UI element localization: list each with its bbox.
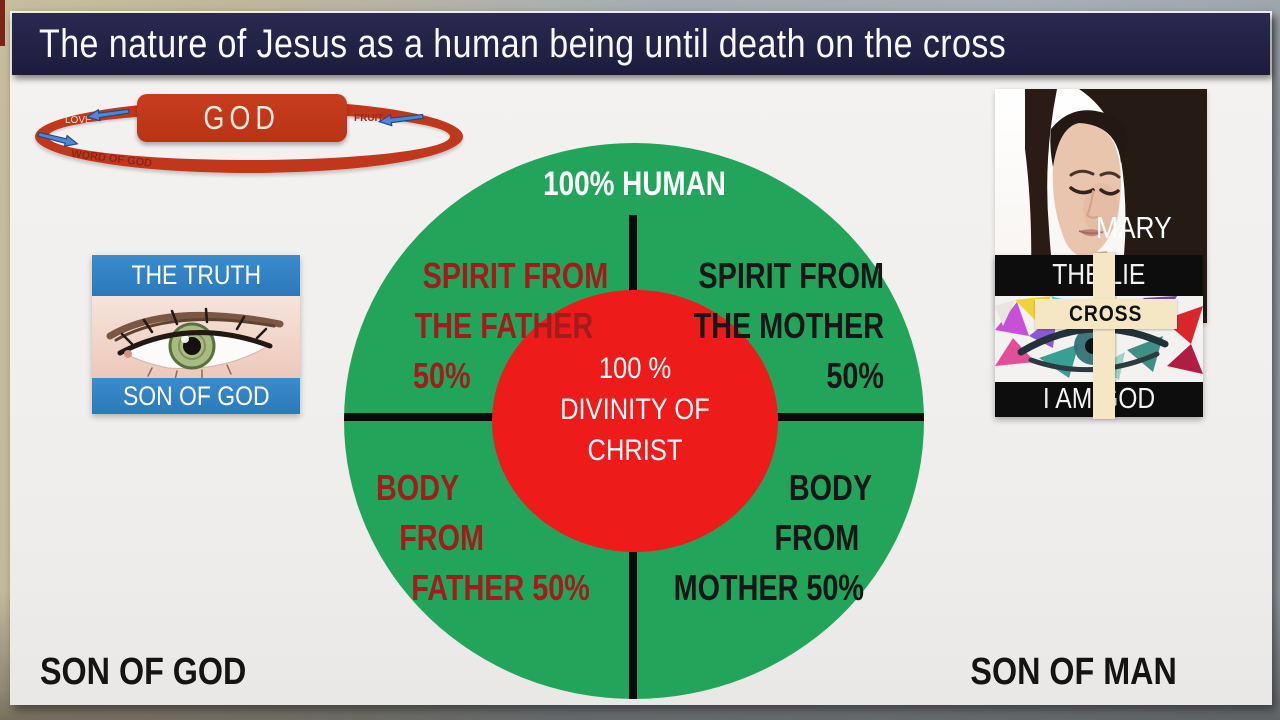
- title-bar: The nature of Jesus as a human being unt…: [12, 13, 1270, 75]
- cross-label: CROSS: [1069, 301, 1143, 326]
- love-arrow-icon: [85, 108, 130, 122]
- divider-vertical-bottom: [629, 552, 637, 699]
- mary-label: MARY: [1096, 210, 1172, 245]
- quadrant-body-father: BODY FROM FATHER 50%: [376, 467, 590, 608]
- quadrant-body-mother: BODY FROM MOTHER 50%: [673, 467, 872, 608]
- truth-footer-label: SON OF GOD: [122, 380, 270, 411]
- quadrant-spirit-father: SPIRIT FROM THE FATHER 50%: [413, 255, 609, 396]
- presentation-slide: The nature of Jesus as a human being unt…: [10, 11, 1272, 705]
- cross-horizontal-bar: CROSS: [1035, 299, 1177, 329]
- divider-horizontal-right: [776, 413, 924, 421]
- love-label: LOVE: [65, 115, 92, 126]
- divider-horizontal-left: [344, 413, 494, 421]
- truth-card: THE TRUTH: [92, 255, 300, 414]
- god-label: GOD: [203, 99, 281, 136]
- truth-header-band: THE TRUTH: [92, 255, 300, 296]
- background-artifact: [0, 0, 5, 46]
- human-nature-circle: 100% HUMAN 100 % DIVINITY OF CHRIST: [344, 143, 924, 699]
- son-of-god-label: SON OF GOD: [40, 651, 247, 693]
- fruit-arrow-icon: [377, 113, 424, 127]
- human-100-label: 100% HUMAN: [542, 165, 726, 203]
- green-eye-image: [92, 296, 300, 378]
- truth-footer-band: SON OF GOD: [92, 378, 300, 414]
- divinity-line: DIVINITY OF: [560, 393, 710, 426]
- divinity-line: 100 %: [598, 352, 672, 385]
- god-box: GOD: [137, 94, 347, 142]
- quadrant-spirit-mother: SPIRIT FROM THE MOTHER 50%: [693, 255, 884, 396]
- son-of-man-label: SON OF MAN: [970, 651, 1177, 693]
- word-of-god-arrow-icon: [37, 131, 79, 148]
- lie-card: THE LIE: [995, 253, 1203, 419]
- slide-title: The nature of Jesus as a human being unt…: [39, 21, 1007, 66]
- fruit-label: FRUIT: [354, 113, 384, 124]
- truth-header-label: THE TRUTH: [131, 260, 261, 290]
- cross-vertical-bar: [1093, 253, 1115, 419]
- divinity-circle: 100 % DIVINITY OF CHRIST: [492, 290, 778, 552]
- divider-vertical-top: [629, 215, 637, 293]
- divinity-line: CHRIST: [587, 434, 683, 467]
